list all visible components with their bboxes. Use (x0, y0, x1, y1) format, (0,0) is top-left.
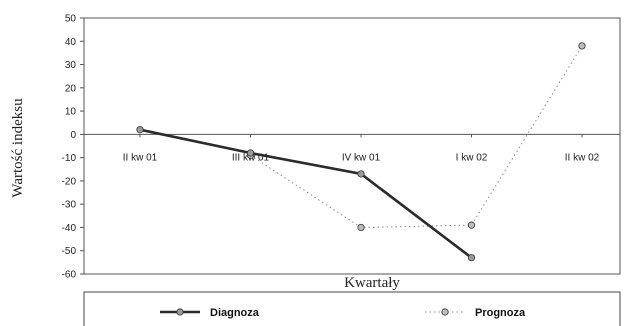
y-axis-title: Wartość indeksu (10, 98, 26, 198)
x-tick-label: II kw 02 (565, 152, 600, 163)
data-point-prognoza (578, 42, 586, 50)
data-point-diagnoza (357, 170, 365, 178)
y-tick-label: -30 (62, 200, 77, 211)
legend-box (83, 291, 621, 326)
y-tick-label: -40 (62, 223, 77, 234)
series-points (136, 42, 586, 262)
data-point-diagnoza (467, 254, 476, 262)
x-tick-label: II kw 01 (123, 152, 158, 163)
legend: Diagnoza Prognoza (83, 291, 621, 326)
y-tick-label: 30 (65, 60, 77, 71)
y-tick-label: -20 (62, 176, 77, 187)
data-point-diagnoza (136, 126, 144, 134)
legend-marker-prognoza (441, 308, 449, 316)
y-tick-label: 50 (65, 14, 77, 25)
x-tick-label: I kw 02 (456, 152, 488, 163)
y-tick-label: 40 (65, 37, 77, 48)
plot-area (83, 17, 621, 275)
y-tick-label: 0 (70, 130, 76, 141)
series-lines (139, 45, 583, 259)
x-tick-label: IV kw 01 (342, 152, 381, 163)
legend-marker-diagnoza (176, 308, 184, 316)
y-tick-label: -50 (62, 246, 77, 257)
y-tick-label: -60 (62, 270, 77, 281)
y-axis-ticks: 50 40 30 20 10 0 -10 -20 -30 -40 -50 -60 (62, 14, 84, 281)
series-line-diagnoza (139, 128, 473, 259)
legend-label-prognoza: Prognoza (475, 307, 526, 319)
x-axis-title: Kwartały (344, 275, 400, 291)
y-tick-label: 20 (65, 83, 77, 94)
y-tick-label: 10 (65, 107, 77, 118)
y-tick-label: -10 (62, 153, 77, 164)
data-point-prognoza (467, 221, 476, 229)
data-point-prognoza (357, 223, 365, 232)
legend-label-diagnoza: Diagnoza (210, 307, 260, 319)
series-line-prognoza (250, 45, 583, 229)
data-point-diagnoza (246, 149, 255, 157)
